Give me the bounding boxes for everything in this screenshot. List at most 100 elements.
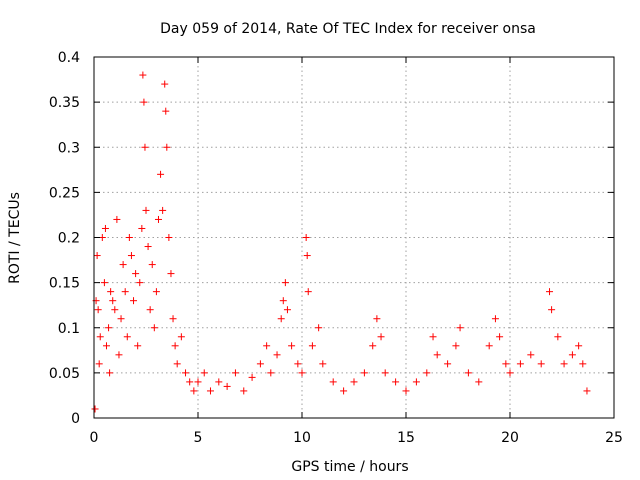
- data-point: [277, 315, 285, 323]
- data-point: [117, 315, 125, 323]
- data-point: [186, 378, 194, 386]
- data-point: [575, 342, 583, 350]
- data-point: [516, 360, 524, 368]
- data-point: [101, 224, 109, 232]
- data-point: [154, 215, 162, 223]
- data-point: [302, 234, 310, 241]
- data-point: [298, 369, 306, 377]
- y-tick-label: 0: [71, 411, 80, 427]
- data-point: [568, 351, 576, 359]
- data-point: [288, 342, 296, 350]
- data-point: [319, 360, 327, 368]
- data-point: [182, 369, 190, 377]
- data-point: [163, 143, 171, 151]
- data-point: [167, 270, 175, 278]
- data-point: [190, 387, 198, 395]
- data-point: [350, 378, 358, 386]
- data-point: [496, 333, 504, 341]
- data-point: [130, 297, 138, 305]
- data-point: [452, 342, 460, 350]
- x-axis-label: GPS time / hours: [291, 459, 408, 475]
- data-point: [308, 342, 316, 350]
- data-point: [165, 234, 173, 241]
- y-tick-label: 0.05: [49, 366, 80, 382]
- data-point: [148, 261, 156, 269]
- data-point: [96, 333, 104, 341]
- data-point: [95, 360, 103, 368]
- x-tick-labels: 0 5 10 15 20 25: [90, 430, 623, 446]
- data-point: [283, 306, 291, 314]
- data-point: [279, 297, 287, 305]
- data-points: [91, 71, 591, 413]
- data-point: [206, 387, 214, 395]
- data-point: [94, 306, 102, 314]
- y-tick-label: 0.15: [49, 276, 80, 292]
- data-point: [263, 342, 271, 350]
- y-tick-labels: 0 0.05 0.1 0.15 0.2 0.25 0.3 0.35 0.4: [49, 50, 80, 427]
- data-point: [139, 71, 147, 79]
- data-point: [142, 206, 150, 214]
- data-point: [102, 342, 110, 350]
- x-tick-label: 15: [397, 430, 415, 446]
- data-point: [485, 342, 493, 350]
- data-point: [537, 360, 545, 368]
- data-point: [150, 324, 158, 332]
- data-point: [429, 333, 437, 341]
- data-point: [560, 360, 568, 368]
- data-point: [304, 288, 312, 296]
- data-point: [248, 373, 256, 381]
- data-point: [146, 306, 154, 314]
- data-point: [127, 252, 135, 260]
- data-point: [273, 351, 281, 359]
- data-point: [194, 378, 202, 386]
- data-point: [223, 382, 231, 390]
- axis-ticks: [93, 56, 615, 419]
- data-point: [231, 369, 239, 377]
- data-point: [402, 387, 410, 395]
- data-point: [329, 378, 337, 386]
- data-point: [106, 369, 114, 377]
- data-point: [373, 315, 381, 323]
- data-point: [506, 369, 514, 377]
- data-point: [177, 333, 185, 341]
- data-point: [433, 351, 441, 359]
- data-point: [360, 369, 368, 377]
- data-point: [315, 324, 323, 332]
- x-tick-label: 20: [501, 430, 519, 446]
- data-point: [136, 279, 144, 287]
- data-point: [157, 170, 165, 178]
- data-point: [491, 315, 499, 323]
- data-point: [140, 98, 148, 106]
- data-point: [111, 306, 119, 314]
- x-tick-label: 10: [293, 430, 311, 446]
- data-point: [162, 107, 170, 115]
- data-point: [256, 360, 264, 368]
- grid-lines: [94, 57, 614, 418]
- data-point: [159, 206, 167, 214]
- data-point: [171, 342, 179, 350]
- data-point: [392, 378, 400, 386]
- y-tick-label: 0.1: [58, 321, 80, 337]
- data-point: [377, 333, 385, 341]
- data-point: [115, 351, 123, 359]
- data-point: [173, 360, 181, 368]
- y-tick-label: 0.4: [58, 50, 80, 66]
- data-point: [240, 387, 248, 395]
- data-point: [141, 143, 149, 151]
- x-tick-label: 5: [194, 430, 203, 446]
- y-tick-label: 0.25: [49, 185, 80, 201]
- data-point: [423, 369, 431, 377]
- data-point: [381, 369, 389, 377]
- data-point: [579, 360, 587, 368]
- data-point: [444, 360, 452, 368]
- data-point: [294, 360, 302, 368]
- y-tick-label: 0.3: [58, 140, 80, 156]
- data-point: [91, 405, 99, 413]
- data-point: [281, 279, 289, 287]
- y-tick-label: 0.2: [58, 231, 80, 247]
- data-point: [456, 324, 464, 332]
- data-point: [475, 378, 483, 386]
- data-point: [527, 351, 535, 359]
- x-tick-label: 25: [605, 430, 623, 446]
